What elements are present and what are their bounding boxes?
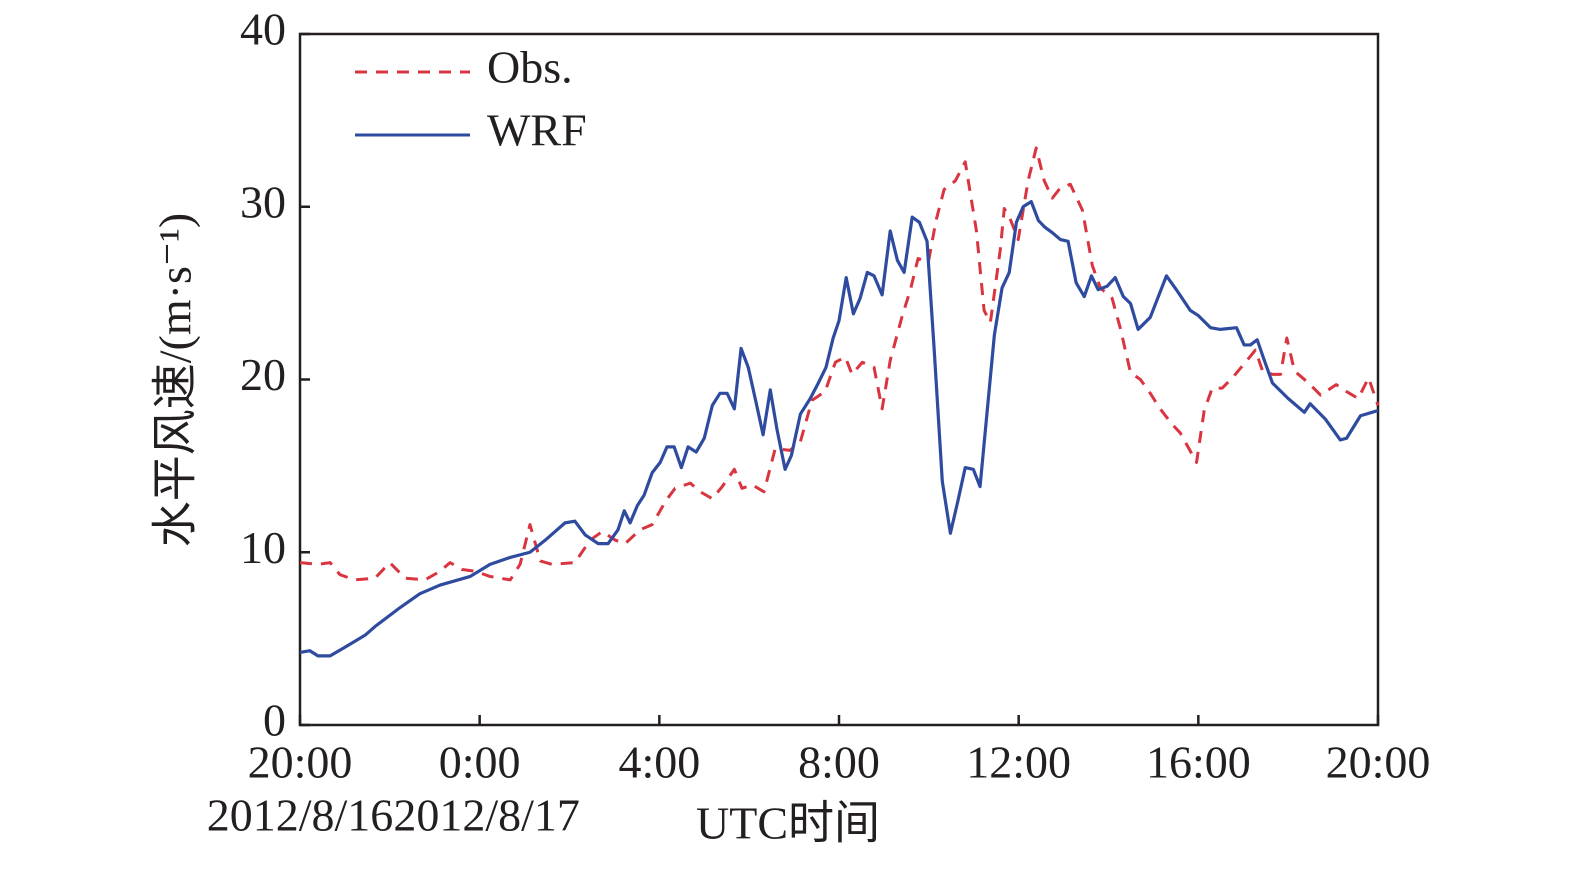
series-line — [299, 199, 1379, 658]
x-tick-label: 0:00 — [439, 737, 521, 788]
x-axis-label: UTC时间 — [696, 798, 880, 849]
x-tick-label: 12:00 — [966, 737, 1071, 788]
y-tick-label: 0 — [263, 695, 286, 746]
x-tick-label: 4:00 — [618, 737, 700, 788]
x-tick-label: 20:00 — [248, 737, 353, 788]
legend-label: WRF — [487, 105, 587, 156]
y-tick-label: 20 — [240, 349, 286, 400]
x-date-label: 2012/8/17 — [393, 790, 580, 841]
y-tick-label: 30 — [240, 176, 286, 227]
y-tick-label: 10 — [240, 522, 286, 573]
y-axis-label: 水平风速/(m·s⁻¹) — [150, 213, 201, 548]
x-tick-label: 16:00 — [1146, 737, 1251, 788]
y-tick-label: 40 — [240, 4, 286, 55]
legend-label: Obs. — [487, 42, 573, 93]
x-tick-label: 8:00 — [798, 737, 880, 788]
x-date-label: 2012/8/16 — [207, 790, 394, 841]
plot-frame — [298, 32, 1380, 727]
series-line — [299, 146, 1380, 582]
x-tick-label: 20:00 — [1326, 737, 1431, 788]
